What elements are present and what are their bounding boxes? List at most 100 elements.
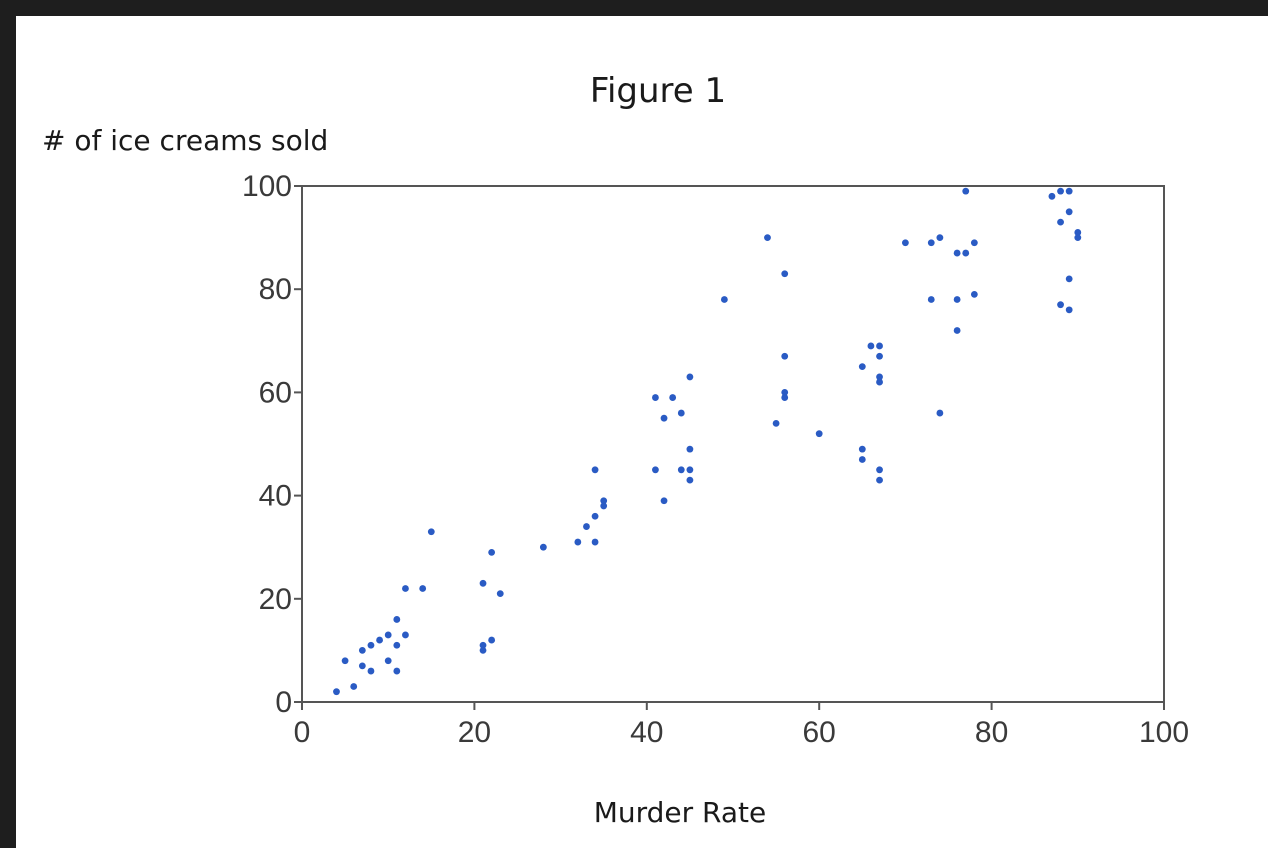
data-point: [902, 239, 909, 247]
y-axis-label: # of ice creams sold: [42, 124, 328, 157]
data-point: [720, 296, 728, 303]
data-point: [358, 662, 366, 670]
data-point: [384, 657, 392, 665]
data-point: [927, 239, 935, 247]
data-point: [677, 409, 685, 417]
y-tick-label: 40: [259, 480, 292, 513]
data-point: [660, 497, 668, 505]
data-point: [1048, 192, 1056, 200]
data-point: [419, 585, 427, 592]
data-point: [333, 688, 340, 696]
y-tick-label: 0: [275, 686, 292, 719]
data-point: [591, 466, 599, 474]
data-point: [350, 683, 358, 690]
data-point: [669, 394, 677, 401]
data-point: [686, 373, 694, 381]
data-point: [402, 631, 409, 639]
data-point: [1074, 234, 1082, 242]
x-axis-label: Murder Rate: [594, 796, 767, 829]
x-tick-label: 80: [975, 716, 1008, 749]
data-point: [781, 270, 789, 278]
data-point: [876, 342, 883, 350]
data-point: [686, 476, 694, 484]
y-tick-label: 80: [259, 273, 292, 306]
data-point: [677, 466, 685, 474]
data-point: [479, 647, 487, 654]
y-tick-label: 60: [259, 376, 292, 409]
data-point: [1074, 229, 1082, 236]
data-point: [781, 389, 789, 396]
data-point: [781, 352, 789, 360]
data-point: [591, 512, 599, 520]
y-tick-label: 100: [242, 170, 292, 203]
data-point: [393, 616, 401, 623]
axis-ticks: 0 20 40 60 80 100 0 20 40 60 80 100: [242, 170, 1189, 749]
data-point: [686, 445, 694, 453]
data-point: [936, 234, 944, 242]
data-point: [970, 290, 978, 298]
data-point: [867, 342, 875, 350]
data-point: [876, 476, 883, 484]
data-points: [333, 187, 1082, 696]
data-point: [953, 249, 961, 257]
data-point: [376, 636, 383, 644]
data-point: [1057, 187, 1064, 195]
data-point: [479, 579, 487, 587]
data-point: [876, 373, 883, 381]
data-point: [962, 187, 970, 195]
data-point: [686, 466, 694, 474]
data-point: [858, 456, 866, 463]
data-point: [1057, 218, 1064, 226]
x-tick-label: 100: [1139, 716, 1189, 749]
x-tick-label: 20: [458, 716, 491, 749]
data-point: [781, 394, 789, 401]
data-point: [600, 497, 608, 505]
data-point: [1065, 187, 1073, 195]
x-tick-label: 40: [630, 716, 663, 749]
data-point: [479, 641, 487, 649]
data-point: [815, 430, 823, 438]
data-point: [358, 647, 366, 654]
data-point: [367, 641, 375, 649]
data-point: [341, 657, 349, 665]
data-point: [393, 641, 401, 649]
data-point: [962, 249, 970, 257]
data-point: [583, 523, 590, 530]
scatter-chart: Figure 1 # of ice creams sold Murder Rat…: [42, 71, 1189, 829]
data-point: [876, 378, 883, 386]
data-point: [876, 352, 883, 360]
data-point: [393, 667, 401, 675]
data-point: [927, 296, 935, 303]
data-point: [772, 419, 780, 427]
data-point: [574, 538, 582, 546]
data-point: [660, 414, 668, 422]
data-point: [953, 327, 961, 334]
chart-frame: Figure 1 # of ice creams sold Murder Rat…: [16, 16, 1268, 848]
data-point: [488, 548, 496, 556]
plot-area: [301, 185, 1165, 703]
data-point: [858, 363, 866, 370]
data-point: [652, 394, 659, 401]
chart-title: Figure 1: [590, 71, 726, 111]
data-point: [402, 585, 409, 592]
data-point: [367, 667, 375, 675]
data-point: [936, 409, 944, 417]
data-point: [488, 636, 496, 644]
data-point: [384, 631, 392, 639]
y-tick-label: 20: [259, 583, 292, 616]
data-point: [1065, 208, 1073, 216]
data-point: [539, 543, 547, 551]
data-point: [427, 528, 435, 536]
data-point: [876, 466, 883, 474]
data-point: [1065, 275, 1073, 283]
data-point: [1065, 306, 1073, 314]
data-point: [600, 502, 608, 510]
data-point: [858, 445, 866, 453]
data-point: [953, 296, 961, 303]
data-point: [496, 590, 504, 598]
x-tick-label: 60: [803, 716, 836, 749]
data-point: [764, 234, 771, 242]
data-point: [591, 538, 599, 546]
data-point: [1057, 301, 1064, 309]
data-point: [652, 466, 659, 474]
